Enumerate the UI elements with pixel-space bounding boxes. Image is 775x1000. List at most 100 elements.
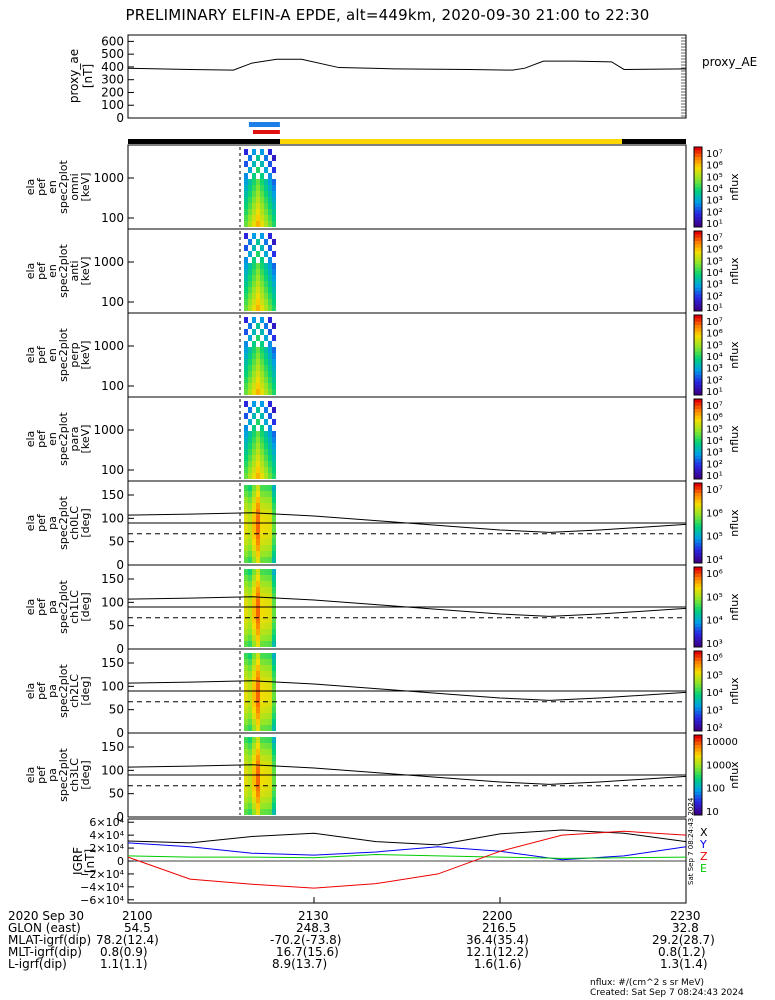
panel-en_anti-bin [244,299,248,305]
panel-ch0lc-bin [264,497,268,503]
panel-en_omni-colorbar-segment [694,147,702,151]
panel-en_para-colorbar-segment [694,452,702,457]
panel-en_omni-colorbar-tick: 10¹ [706,219,723,230]
panel-en_perp-bin [248,323,252,329]
panel-ch3lc-bin [244,785,248,791]
panel-ch1lc-colorbar-tick: 10⁵ [706,592,723,603]
panel-en_omni-bin [248,155,252,161]
panel-en_perp-colorbar-segment [694,368,702,373]
panel-ch3lc-bin [268,737,272,743]
panel-ch3lc-bin [260,773,264,779]
panel-en_anti-colorbar-segment [694,237,702,242]
panel-ch3lc-bin [244,761,248,767]
panel-en_anti-colorbar [694,231,702,312]
panel-ch3lc-colorbar-segment [694,805,702,809]
panel-en_anti-bin [248,305,252,311]
panel-ch2lc-bin [272,713,276,719]
panel-en_omni-bin [252,149,256,155]
panel-en_omni-ylabel-line: pef [35,177,48,196]
proxy-ae-tick-label: 400 [101,60,124,74]
panel-en_omni-bin [268,179,272,185]
panel-ch3lc-bin [264,749,268,755]
panel-ch2lc-bin [272,653,276,659]
panel-en_anti-colorbar-segment [694,271,702,275]
panel-en_anti-bin [256,275,260,281]
panel-en_perp-bin [272,353,276,359]
panel-ch0lc-bin [252,497,256,503]
panel-ch0lc-bin [252,521,256,527]
panel-en_anti-bin [264,263,268,269]
panel-en_perp-bin [268,317,272,323]
panel-ch0lc-bin [260,497,264,503]
panel-ch3lc-colorbar-segment [694,775,702,779]
panel-en_para-bin [268,473,272,479]
panel-en_perp-bin [252,347,256,353]
panel-en_anti-bin [252,299,256,305]
panel-en_omni-bin [244,191,248,197]
panel-ch0lc-bin [264,485,268,491]
panel-ch3lc-bin [268,779,272,785]
panel-ch3lc-bin [244,737,248,743]
panel-en_para-bin [264,443,268,449]
panel-ch3lc-bin [268,773,272,779]
proxy-ae-tick-label: 200 [101,85,124,99]
panel-en_anti-bin [272,299,276,305]
panel-en_omni-bin [260,173,264,179]
panel-ch2lc-bin [272,719,276,725]
panel-en_anti-bin [268,281,272,287]
panel-ch2lc-ylabel-line: pa [46,684,59,698]
panel-ch2lc-bin [244,671,248,677]
panel-en_perp-bin [260,383,264,389]
panel-en_perp-bin [256,353,260,359]
panel-ch0lc-bin [272,515,276,521]
panel-ch0lc-bin [264,521,268,527]
panel-ch1lc-colorbar-segment [694,617,702,621]
panel-en_perp-bin [244,359,248,365]
panel-ch3lc-bin [260,797,264,803]
panel-en_anti-bin [256,293,260,299]
panel-en_para-colorbar-segment [694,405,702,410]
panel-en_anti-bin [244,275,248,281]
panel-ch2lc-bin [264,689,268,695]
panel-ch1lc-bin [268,605,272,611]
panel-ch3lc-colorbar-segment [694,765,702,769]
panel-en_perp-bin [260,371,264,377]
panel-en_anti-colorbar-segment [694,234,702,239]
panel-en_omni-bin [268,215,272,221]
panel-en_anti-colorbar-tick: 10⁴ [706,268,723,279]
panel-en_omni-bin [244,149,248,155]
panel-ch2lc-ylabel-line: spec2plot [57,664,70,718]
panel-en_omni-ylabel-line: omni [68,173,81,200]
panel-ch3lc-colorbar-tick: 10000 [706,737,738,748]
panel-en_para-bin [244,425,248,431]
panel-ch1lc-ylabel-line: pef [35,597,48,616]
panel-en_anti-colorbar-label: nflux [728,257,741,285]
panel-en_anti-bin [264,269,268,275]
footer-mlt-2: 16.7(15.6) [276,945,339,959]
panel-ch2lc-bin [268,707,272,713]
panel-en_para-tick-100: 100 [101,463,124,477]
panel-ch3lc-colorbar-segment [694,748,702,753]
panel-ch1lc-colorbar-segment [694,633,702,638]
plot-title: PRELIMINARY ELFIN-A EPDE, alt=449km, 202… [125,6,650,24]
panel-en_perp-bin [260,377,264,383]
panel-ch1lc-bin [264,575,268,581]
panel-ch3lc-bin [244,779,248,785]
panel-ch2lc-bin [252,659,256,665]
panel-ch0lc-colorbar-segment [694,499,702,504]
panel-ch3lc-colorbar-segment [694,811,702,816]
panel-ch1lc-bin [264,617,268,623]
panel-ch2lc-bin [260,677,264,683]
panel-ch2lc-colorbar-segment [694,671,702,675]
panel-ch2lc-bin [256,695,260,701]
panel-en_para-bin [248,443,252,449]
panel-ch2lc-bin [248,653,252,659]
panel-ch0lc-bin [272,521,276,527]
panel-en_perp-bin [272,365,276,371]
panel-ch3lc-colorbar-label: nflux [728,761,741,789]
panel-ch3lc-bin [256,809,260,815]
panel-ch3lc-colorbar-segment [694,758,702,763]
panel-ch2lc-bin [272,725,276,731]
panel-ch2lc-bin [252,689,256,695]
panel-ch1lc-bin [252,605,256,611]
